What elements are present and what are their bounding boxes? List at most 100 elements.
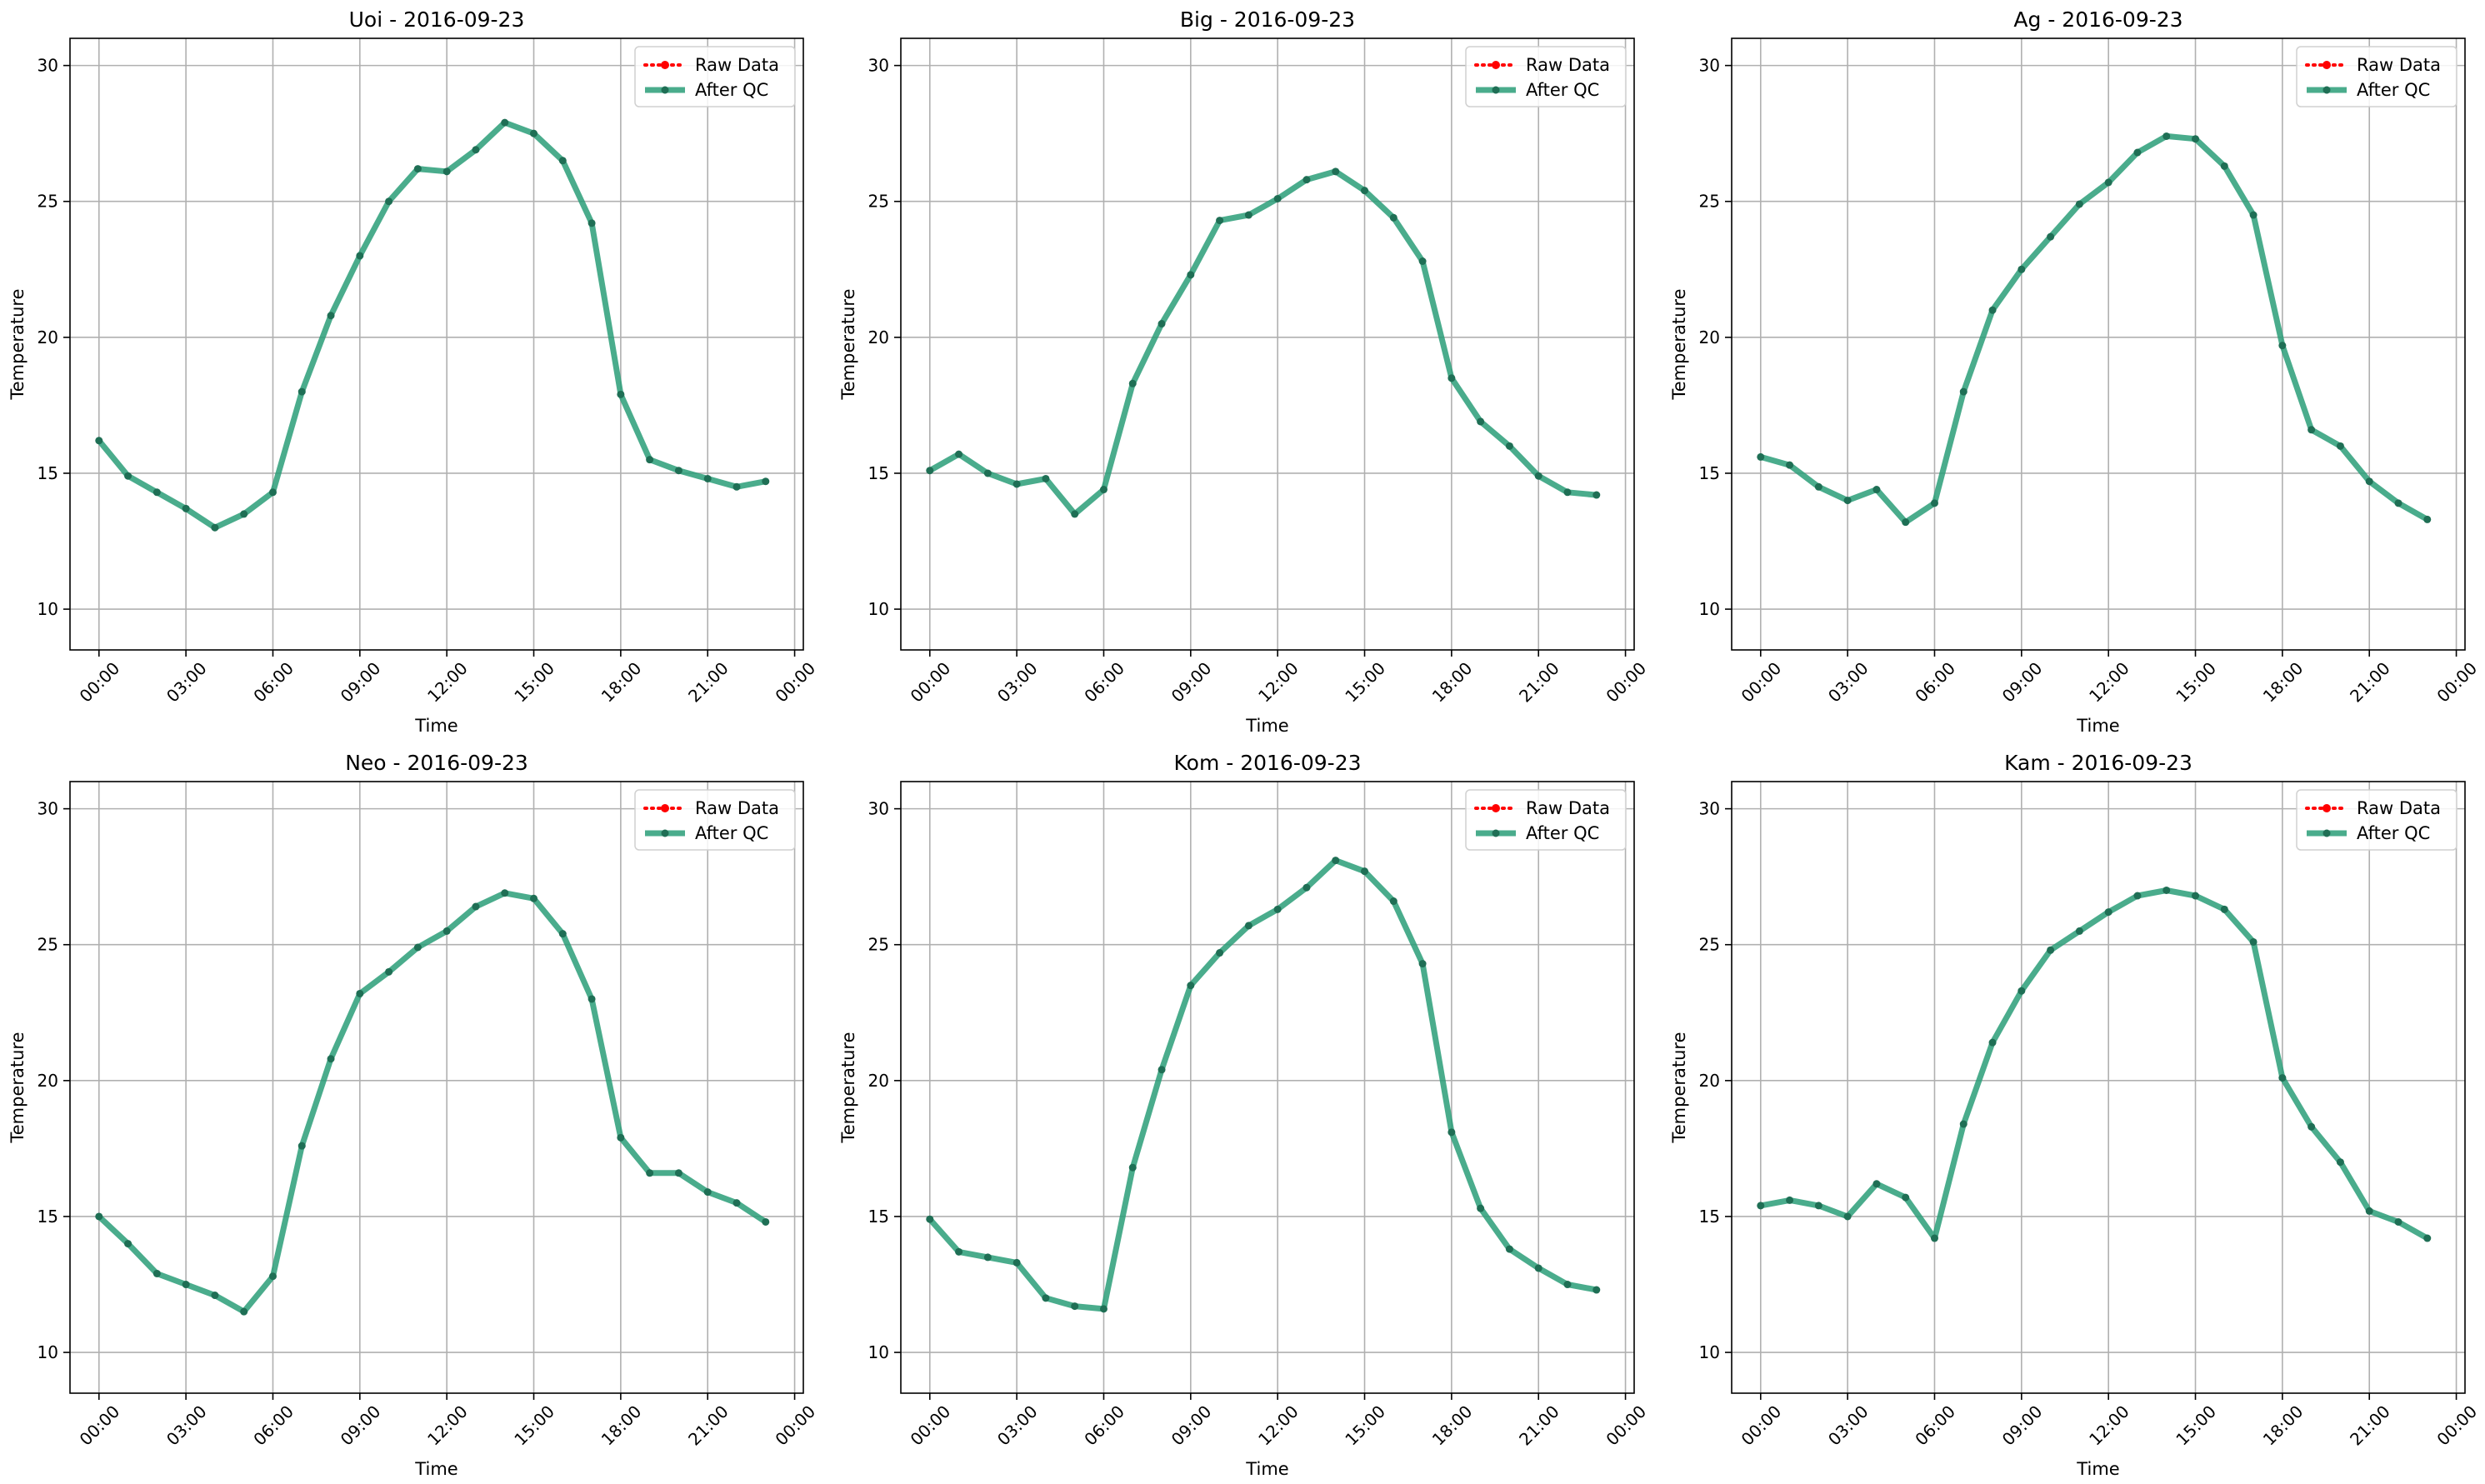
data-point-raw-data xyxy=(2397,502,2400,505)
data-point-raw-data xyxy=(2252,213,2255,217)
data-point-raw-data xyxy=(474,148,478,152)
data-point-raw-data xyxy=(1247,213,1250,217)
chart-panel-5: Kom - 2016-09-23 00:00 03:00 06:00 09:00 12:0… xyxy=(838,751,1650,1479)
x-tick-label: 12:00 xyxy=(1254,658,1302,707)
data-point-raw-data xyxy=(1788,1198,1792,1202)
data-point-raw-data xyxy=(300,390,303,393)
data-point-raw-data xyxy=(98,439,101,442)
y-tick-label: 10 xyxy=(38,1342,58,1362)
data-point-raw-data xyxy=(1305,178,1308,182)
data-point-raw-data xyxy=(2049,948,2052,952)
data-point-raw-data xyxy=(271,1275,275,1278)
data-point-raw-data xyxy=(1537,474,1540,477)
data-point-raw-data xyxy=(764,1220,768,1224)
legend-marker-raw-data xyxy=(1492,61,1500,69)
plot-frame xyxy=(69,781,804,1394)
x-tick-label: 12:00 xyxy=(2085,1402,2133,1450)
data-point-raw-data xyxy=(416,167,419,171)
x-axis-label: Time xyxy=(414,716,458,736)
x-tick-label: 03:00 xyxy=(1824,658,1872,707)
data-point-raw-data xyxy=(957,1250,961,1253)
legend-marker-raw-data xyxy=(1492,804,1500,812)
x-tick-label: 09:00 xyxy=(1998,1402,2047,1450)
x-tick-label: 09:00 xyxy=(1168,1402,1216,1450)
x-tick-label: 18:00 xyxy=(2259,658,2308,707)
data-point-raw-data xyxy=(2222,164,2226,167)
legend-label-after-qc: After QC xyxy=(2357,80,2430,100)
data-point-raw-data xyxy=(1759,455,1762,458)
y-axis-label: Temperature xyxy=(1669,288,1689,400)
x-tick-label: 06:00 xyxy=(1080,1402,1128,1450)
data-point-raw-data xyxy=(2338,1161,2342,1164)
legend: Raw Data After QC xyxy=(634,46,796,107)
data-point-raw-data xyxy=(986,472,989,475)
x-tick-label: 15:00 xyxy=(510,658,558,707)
data-point-raw-data xyxy=(928,1217,932,1221)
data-point-raw-data xyxy=(1218,218,1222,222)
y-axis-label: Temperature xyxy=(8,1032,28,1143)
series-line-after-qc xyxy=(96,119,769,531)
x-tick-label: 15:00 xyxy=(1341,1402,1389,1450)
data-point-raw-data xyxy=(2020,989,2023,992)
data-point-raw-data xyxy=(1904,1196,1908,1199)
data-point-raw-data xyxy=(1362,189,1367,192)
data-point-raw-data xyxy=(1160,322,1163,326)
data-point-raw-data xyxy=(1991,1041,1994,1044)
data-point-raw-data xyxy=(1991,308,1994,312)
data-point-raw-data xyxy=(2397,1220,2400,1224)
data-point-raw-data xyxy=(2165,134,2168,138)
data-point-raw-data xyxy=(2338,444,2342,447)
data-point-raw-data xyxy=(1189,984,1192,987)
data-point-raw-data xyxy=(1932,1237,1937,1240)
data-point-raw-data xyxy=(503,121,507,124)
legend-marker-after-qc xyxy=(2322,829,2331,837)
data-point-raw-data xyxy=(1479,1207,1482,1210)
data-point-raw-data xyxy=(1932,502,1937,505)
data-point-raw-data xyxy=(677,1172,681,1175)
data-point-raw-data xyxy=(1044,1297,1048,1300)
series-line-after-qc xyxy=(927,168,1600,517)
data-point-raw-data xyxy=(155,1272,158,1276)
y-tick-label: 15 xyxy=(1699,1207,1720,1227)
data-point-raw-data xyxy=(706,1190,709,1194)
data-point-raw-data xyxy=(2222,907,2226,911)
data-point-raw-data xyxy=(358,992,362,996)
data-point-raw-data xyxy=(184,507,188,510)
chart-title: Big - 2016-09-23 xyxy=(1180,7,1355,32)
y-tick-label: 10 xyxy=(38,599,58,619)
legend: Raw Data After QC xyxy=(634,789,796,851)
data-point-raw-data xyxy=(532,897,536,900)
x-tick-label: 21:00 xyxy=(2346,658,2394,707)
series-line-after-qc xyxy=(96,890,769,1315)
chart-panel-6: Kam - 2016-09-23 00:00 03:00 06:00 09:00 12:0… xyxy=(1669,751,2481,1479)
legend: Raw Data After QC xyxy=(2296,46,2458,107)
data-point-raw-data xyxy=(1131,1166,1134,1169)
data-point-raw-data xyxy=(1421,962,1424,966)
data-point-raw-data xyxy=(1073,512,1077,516)
legend-marker-raw-data xyxy=(661,804,669,812)
data-point-raw-data xyxy=(2426,517,2429,522)
x-tick-label: 00:00 xyxy=(1738,1402,1786,1450)
data-point-raw-data xyxy=(2368,480,2371,483)
data-point-raw-data xyxy=(2136,151,2139,154)
data-point-raw-data xyxy=(1421,259,1424,263)
data-point-raw-data xyxy=(1392,899,1395,903)
x-axis-label: Time xyxy=(1245,716,1288,736)
x-tick-label: 00:00 xyxy=(76,1402,124,1450)
chart-panel-2: Big - 2016-09-23 00:00 03:00 06:00 09:00 12:0… xyxy=(838,7,1650,736)
y-tick-label: 20 xyxy=(38,327,58,347)
x-tick-label: 00:00 xyxy=(1602,658,1650,707)
data-point-raw-data xyxy=(388,200,391,203)
y-tick-label: 25 xyxy=(1699,192,1720,212)
data-point-raw-data xyxy=(619,1136,622,1139)
data-point-raw-data xyxy=(1962,390,1965,393)
data-point-raw-data xyxy=(590,997,593,1001)
x-tick-label: 18:00 xyxy=(598,658,646,707)
y-tick-label: 15 xyxy=(868,463,889,483)
x-tick-label: 00:00 xyxy=(2432,658,2481,707)
y-tick-label: 15 xyxy=(868,1207,889,1227)
chart-title: Ag - 2016-09-23 xyxy=(2013,7,2182,32)
chart-panel-4: Neo - 2016-09-23 00:00 03:00 06:00 09:00 12:0… xyxy=(8,751,819,1479)
data-point-raw-data xyxy=(1276,907,1279,911)
data-point-raw-data xyxy=(445,929,448,933)
